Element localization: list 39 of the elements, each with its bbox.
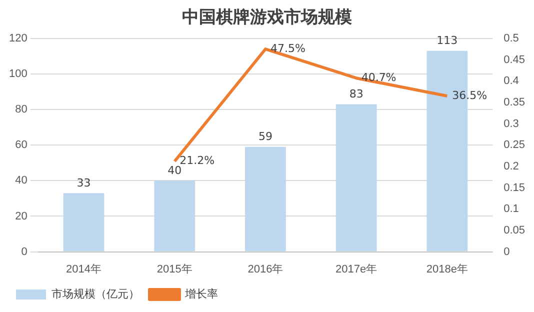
y2-tick-label: 0: [504, 246, 510, 258]
bar: [245, 146, 286, 252]
data-label: 21.2%: [180, 154, 215, 168]
y2-tick-label: 0.25: [504, 139, 526, 152]
y2-tick-label: 0.45: [504, 54, 526, 66]
bar: [154, 180, 196, 252]
data-label: 59: [258, 130, 272, 144]
y-tick-label: 20: [15, 210, 28, 222]
data-label: 83: [349, 88, 364, 101]
legend-label: 增长率: [184, 287, 218, 300]
bar: [336, 104, 377, 252]
y2-tick-label: 0.35: [504, 96, 526, 108]
y2-tick-label: 0.5: [504, 32, 519, 44]
x-tick-label: 2015年: [156, 263, 192, 276]
data-label: 40: [168, 164, 182, 178]
y-tick-label: 0: [21, 246, 28, 258]
y-tick-label: 80: [15, 104, 28, 116]
y-tick-label: 100: [8, 68, 28, 80]
data-label: 113: [436, 34, 458, 48]
x-tick-label: 2017e年: [336, 263, 378, 276]
bar: [63, 193, 104, 252]
data-label: 33: [76, 176, 91, 190]
data-label: 36.5%: [452, 88, 488, 102]
x-tick-label: 2014年: [66, 263, 102, 276]
legend-label: 市场规模（亿元）: [52, 287, 140, 300]
y2-tick-label: 0.4: [504, 75, 519, 88]
y-tick-label: 120: [8, 32, 28, 44]
y-tick-label: 60: [15, 139, 28, 152]
y2-tick-label: 0.05: [504, 224, 526, 236]
y2-tick-label: 0.1: [504, 203, 519, 216]
data-label: 47.5%: [270, 42, 306, 55]
x-tick-label: 2016年: [248, 263, 284, 276]
chart-title: 中国棋牌游戏市场规模: [182, 8, 352, 28]
data-label: 40.7%: [361, 70, 396, 84]
y-tick-label: 40: [15, 174, 28, 187]
y2-tick-label: 0.3: [504, 118, 519, 130]
y2-tick-label: 0.2: [504, 160, 519, 172]
y2-tick-label: 0.15: [504, 182, 526, 194]
x-tick-label: 2018e年: [426, 263, 468, 276]
